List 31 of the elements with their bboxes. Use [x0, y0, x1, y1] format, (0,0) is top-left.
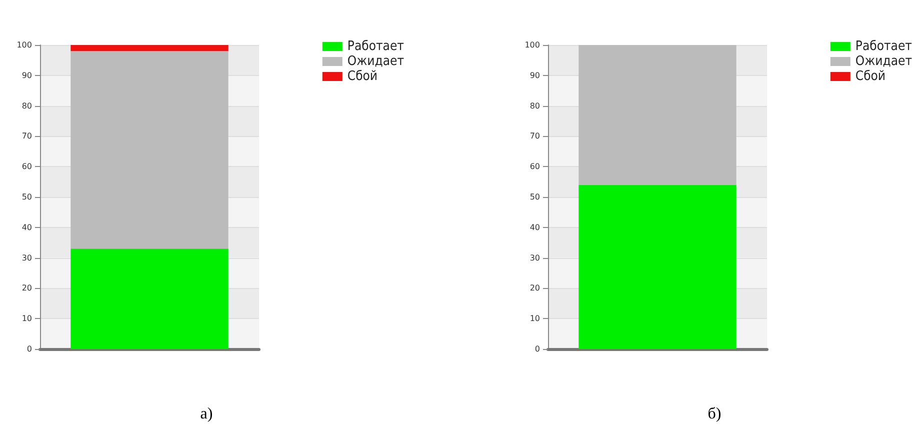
legend-label: Сбой: [347, 69, 378, 84]
y-tick-label: 80: [22, 101, 32, 110]
y-tick-label: 90: [22, 70, 32, 80]
y-tick-label: 90: [530, 70, 540, 80]
y-tick-label: 40: [22, 222, 32, 232]
text: а): [200, 406, 213, 422]
y-tick-label: 100: [16, 40, 32, 50]
legend-label: Сбой: [855, 69, 886, 84]
y-tick-label: 20: [22, 284, 32, 293]
y-tick-label: 20: [530, 284, 540, 293]
y-tick-label: 30: [22, 253, 32, 262]
y-tick-label: 0: [26, 344, 32, 354]
y-tick-label: 70: [22, 132, 32, 141]
y-tick-label: 60: [530, 162, 540, 172]
text: б): [708, 406, 722, 422]
legend-label: Ожидает: [347, 54, 404, 69]
y-tick-label: 100: [524, 40, 540, 50]
y-tick-label: 50: [530, 192, 540, 202]
y-tick-label: 80: [530, 101, 540, 110]
y-tick-label: 30: [530, 253, 540, 262]
y-tick-label: 70: [530, 132, 540, 141]
y-tick-label: 50: [22, 192, 32, 202]
legend-label: Работает: [855, 39, 912, 54]
legend-label: Ожидает: [855, 54, 912, 69]
y-tick-label: 10: [22, 314, 32, 324]
y-tick-label: 0: [534, 344, 540, 354]
y-tick-label: 60: [22, 162, 32, 172]
y-tick-label: 40: [530, 222, 540, 232]
y-tick-label: 10: [530, 314, 540, 324]
legend-label: Работает: [347, 39, 404, 54]
bar: [70, 45, 228, 52]
